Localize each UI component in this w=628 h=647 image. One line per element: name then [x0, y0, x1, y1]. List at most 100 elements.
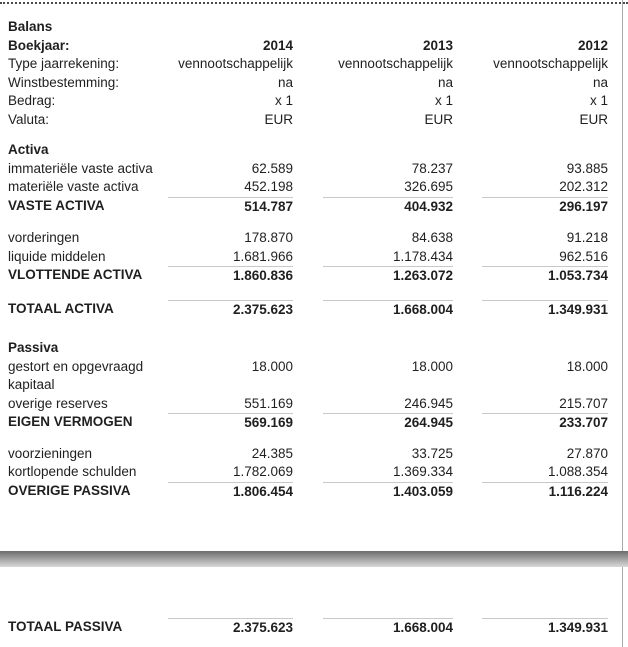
top-dotted-border [0, 2, 628, 4]
cell-2014: EUR [264, 111, 293, 127]
year-2012: 2012 [577, 37, 608, 53]
cell-2014: 1.681.966 [232, 248, 293, 264]
row-vlottende-activa-total: VLOTTENDE ACTIVA 1.860.836 1.263.072 1.0… [8, 266, 628, 286]
row-label: TOTAAL PASSIVA [8, 619, 123, 634]
row-eigen-vermogen-total: EIGEN VERMOGEN 569.169 264.945 233.707 [8, 413, 628, 433]
cell-2013: vennootschappelijk [338, 56, 453, 71]
cell-2014: 1.806.454 [168, 481, 293, 502]
row-vorderingen: vorderingen 178.870 84.638 91.218 [8, 229, 628, 248]
row-valuta: Valuta: EUR EUR EUR [8, 111, 628, 130]
row-label: voorzieningen [8, 445, 93, 461]
row-bedrag: Bedrag: x 1 x 1 x 1 [8, 92, 628, 111]
cell-2012: 91.218 [566, 230, 608, 245]
row-label: Bedrag: [8, 93, 56, 108]
cell-2013: 18.000 [411, 358, 453, 374]
cell-2012: 18.000 [566, 358, 608, 374]
section-title: Activa [8, 142, 49, 157]
row-liquide-middelen: liquide middelen 1.681.966 1.178.434 962… [8, 248, 628, 267]
row-overige-passiva-total: OVERIGE PASSIVA 1.806.454 1.403.059 1.11… [8, 481, 628, 502]
section-title: Passiva [8, 340, 59, 355]
section-passiva-title: Passiva [8, 339, 628, 358]
cell-2012: 27.870 [566, 445, 608, 461]
cell-2012: na [592, 74, 608, 90]
row-overige-reserves: overige reserves 551.169 246.945 215.707 [8, 395, 628, 414]
page-title: Balans [8, 19, 53, 34]
cell-2014: 569.169 [168, 413, 293, 433]
cell-2013: 1.403.059 [323, 481, 453, 502]
cell-2012: x 1 [589, 93, 608, 108]
row-materiele-vaste-activa: materiële vaste activa 452.198 326.695 2… [8, 178, 628, 197]
row-winstbestemming: Winstbestemming: na na na [8, 74, 628, 93]
cell-2014: x 1 [274, 93, 293, 108]
cell-2012: 962.516 [559, 248, 608, 264]
cell-2013: 1.668.004 [323, 299, 453, 320]
row-vaste-activa-total: VASTE ACTIVA 514.787 404.932 296.197 [8, 196, 628, 217]
cell-2014: 514.787 [168, 196, 293, 217]
row-label: liquide middelen [8, 248, 106, 264]
cell-2014: 24.385 [251, 445, 293, 461]
cell-2014: 551.169 [244, 395, 293, 411]
cell-2013: EUR [424, 111, 453, 127]
cell-2012: 233.707 [482, 413, 608, 433]
cell-2013: 1.178.434 [392, 248, 453, 264]
cell-2014: 2.375.623 [168, 618, 293, 638]
cell-2013: x 1 [434, 93, 453, 108]
title-row: Balans [8, 18, 628, 37]
row-label: materiële vaste activa [8, 179, 139, 194]
row-label: vorderingen [8, 230, 80, 245]
cell-2014: na [277, 74, 293, 90]
cell-2014: 452.198 [244, 179, 293, 194]
row-boekjaar: Boekjaar: 2014 2013 2012 [8, 37, 628, 56]
cell-2014: 1.782.069 [232, 464, 293, 479]
cell-2012: 1.053.734 [482, 266, 608, 286]
row-label: Valuta: [8, 111, 50, 127]
spacer [8, 567, 628, 618]
row-label: immateriële vaste activa [8, 160, 153, 176]
right-border-line [622, 0, 623, 647]
cell-2014: 18.000 [251, 358, 293, 374]
cell-2013: 246.945 [404, 395, 453, 411]
balans-table: Balans Boekjaar: 2014 2013 2012 Type jaa… [0, 4, 628, 638]
cell-2013: 264.945 [323, 413, 453, 433]
cell-2014: vennootschappelijk [178, 56, 293, 71]
cell-2012: 1.116.224 [482, 481, 608, 502]
row-type-jaarrekening: Type jaarrekening: vennootschappelijk ve… [8, 55, 628, 74]
cell-2014: 2.375.623 [168, 299, 293, 320]
row-label: VASTE ACTIVA [8, 197, 105, 213]
spacer [8, 501, 628, 551]
spacer [8, 433, 628, 445]
cell-2013: 326.695 [404, 179, 453, 194]
cell-2012: 215.707 [559, 395, 608, 411]
row-label: VLOTTENDE ACTIVA [8, 267, 143, 282]
row-voorzieningen: voorzieningen 24.385 33.725 27.870 [8, 445, 628, 464]
cell-2012: 202.312 [559, 179, 608, 194]
year-2013: 2013 [422, 37, 453, 53]
row-label: overige reserves [8, 395, 108, 411]
cell-2014: 62.589 [251, 160, 293, 176]
cell-2012: vennootschappelijk [493, 56, 608, 71]
row-label: EIGEN VERMOGEN [8, 414, 133, 429]
cell-2012: EUR [579, 111, 608, 127]
row-label: Type jaarrekening: [8, 56, 120, 71]
row-kortlopende-schulden: kortlopende schulden 1.782.069 1.369.334… [8, 463, 628, 482]
row-gestort-kapitaal: gestort en opgevraagd kapitaal 18.000 18… [8, 358, 628, 395]
cell-2013: 84.638 [411, 230, 453, 245]
row-label: kortlopende schulden [8, 464, 137, 479]
cell-2013: 33.725 [411, 445, 453, 461]
row-totaal-activa: TOTAAL ACTIVA 2.375.623 1.668.004 1.349.… [8, 299, 628, 320]
row-label: gestort en opgevraagd kapitaal [8, 358, 144, 393]
cell-2013: 1.369.334 [392, 464, 453, 479]
section-activa-title: Activa [8, 141, 628, 160]
spacer [8, 129, 628, 141]
row-immateriele-vaste-activa: immateriële vaste activa 62.589 78.237 9… [8, 160, 628, 179]
cell-2012: 296.197 [482, 196, 608, 217]
cell-2013: 404.932 [323, 196, 453, 217]
cell-2013: na [437, 74, 453, 90]
cell-2012: 1.088.354 [547, 464, 608, 479]
cell-2013: 1.668.004 [323, 618, 453, 638]
row-label: Boekjaar: [8, 37, 70, 53]
cell-2014: 178.870 [244, 230, 293, 245]
row-label: TOTAAL ACTIVA [8, 300, 114, 316]
year-2014: 2014 [262, 37, 293, 53]
